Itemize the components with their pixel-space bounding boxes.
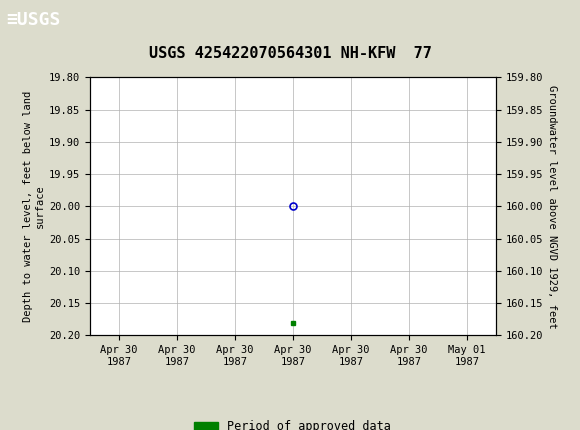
Y-axis label: Depth to water level, feet below land
surface: Depth to water level, feet below land su… xyxy=(23,91,45,322)
Legend: Period of approved data: Period of approved data xyxy=(190,415,396,430)
Text: USGS 425422070564301 NH-KFW  77: USGS 425422070564301 NH-KFW 77 xyxy=(148,46,432,61)
Y-axis label: Groundwater level above NGVD 1929, feet: Groundwater level above NGVD 1929, feet xyxy=(548,85,557,328)
Text: ≡USGS: ≡USGS xyxy=(6,12,60,29)
